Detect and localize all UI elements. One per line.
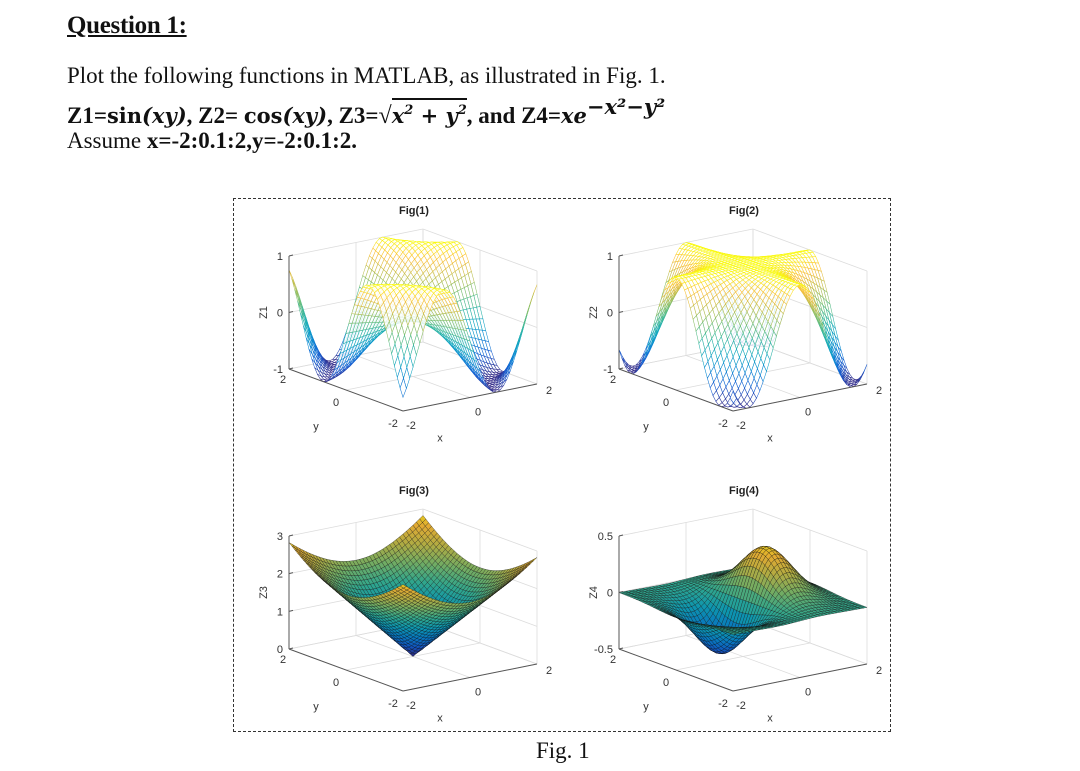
x-tick-label: 0 [805, 407, 811, 419]
x-tick-label: -2 [406, 700, 416, 712]
instruction-text: Plot the following functions in MATLAB, … [67, 63, 666, 88]
surface-3 [288, 515, 538, 657]
z-tick-label: 1 [277, 606, 283, 618]
z1-arg: (xy) [142, 103, 187, 128]
y-axis-label: y [643, 421, 649, 433]
surface-2 [618, 242, 868, 409]
z2-arg: (xy) [282, 103, 328, 128]
function-definitions: Z1=sin(xy), Z2= cos(xy), Z3=√x2 + y2, an… [67, 94, 665, 130]
sep3: , and Z4= [466, 103, 562, 128]
z2-fn: cos [243, 103, 283, 128]
z-tick [618, 254, 624, 257]
sqrt-icon: √ [378, 103, 392, 129]
y-tick-label: 2 [280, 374, 286, 386]
z-tick-label: 0 [277, 308, 283, 320]
z-tick-label: 2 [277, 569, 283, 581]
assume-prefix: Assume [67, 128, 147, 153]
y-tick-label: -2 [388, 698, 398, 710]
plot-title: Fig(2) [729, 205, 759, 217]
x-axis [402, 383, 538, 412]
z-tick [288, 572, 294, 575]
x-tick-label: 2 [876, 385, 882, 397]
z-tick [288, 647, 294, 650]
x-axis-label: x [437, 433, 443, 445]
x-tick-label: -2 [736, 420, 746, 432]
y-tick-label: 2 [610, 374, 616, 386]
x-axis [402, 663, 538, 692]
z-axis-label: Z3 [258, 586, 270, 599]
z-tick [288, 534, 294, 537]
y-tick-label: -2 [388, 418, 398, 430]
surface-1 [288, 236, 538, 399]
z-tick-label: 1 [277, 251, 283, 263]
z-tick [288, 609, 294, 612]
z3-radicand: x2 + y2 [391, 98, 467, 128]
z3-plus: + [413, 103, 446, 128]
y-tick-label: 2 [280, 654, 286, 666]
plot-title: Fig(3) [399, 485, 429, 497]
surface-cell [513, 338, 521, 357]
surface-cell [857, 372, 864, 383]
y-tick-label: 0 [333, 677, 339, 689]
surface-cell [618, 349, 626, 364]
z1-fn: sin [106, 103, 143, 128]
z3-x-exp: 2 [404, 103, 414, 118]
grid-line [345, 362, 481, 391]
surface-4 [618, 546, 868, 654]
grid-line [288, 228, 424, 257]
z3-y-exp: 2 [457, 103, 467, 118]
y-tick-label: -2 [718, 418, 728, 430]
sep1: , Z2= [186, 103, 244, 128]
grid-line [675, 642, 811, 671]
z-tick [618, 311, 624, 313]
z-tick [618, 367, 624, 370]
sep2: , Z3= [327, 103, 379, 128]
surface-cell [530, 557, 538, 563]
z4-base: xe [561, 103, 587, 128]
surface-cell [399, 377, 407, 399]
x-axis-label: x [437, 713, 443, 725]
y-axis-label: y [313, 421, 319, 433]
z4-exponent: −x²−y² [586, 94, 666, 119]
x-tick-label: 0 [475, 407, 481, 419]
y-axis-label: y [313, 701, 319, 713]
z-axis-label: Z1 [258, 306, 270, 319]
y-tick-label: 0 [663, 397, 669, 409]
x-tick-label: 2 [546, 665, 552, 677]
z1-label: Z1= [67, 103, 107, 128]
grid-line [422, 228, 538, 272]
z-tick [288, 367, 294, 370]
z3-y: y [445, 103, 458, 128]
assume-range: x=-2:0.1:2,y=-2:0.1:2. [146, 128, 358, 153]
z-tick-label: 0 [607, 308, 613, 320]
z-tick-label: 3 [277, 531, 283, 543]
x-tick-label: 0 [475, 687, 481, 699]
y-tick-label: 0 [333, 397, 339, 409]
z-tick [288, 254, 294, 257]
z3-x: x [391, 103, 405, 128]
assumption-text: Assume x=-2:0.1:2,y=-2:0.1:2. [67, 128, 357, 154]
z-tick [288, 311, 294, 313]
x-axis-label: x [767, 433, 773, 445]
question-title: Question 1: [67, 12, 187, 39]
z-tick-label: 1 [607, 251, 613, 263]
y-axis [288, 368, 404, 412]
plot-title: Fig(1) [399, 205, 429, 217]
y-axis [288, 648, 404, 692]
figure-frame [233, 198, 891, 732]
x-tick-label: 2 [546, 385, 552, 397]
x-tick-label: -2 [406, 420, 416, 432]
z-tick-label: -1 [273, 364, 283, 376]
z-axis-label: Z2 [588, 306, 600, 319]
